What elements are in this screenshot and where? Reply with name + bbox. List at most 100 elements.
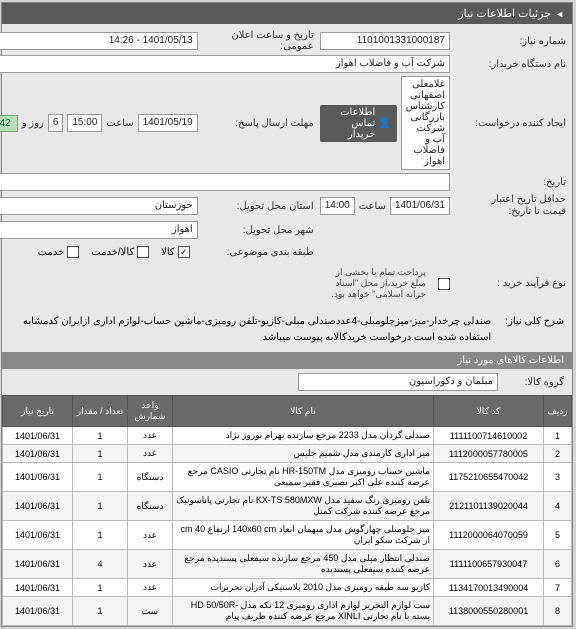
cell-qty: 1 [74,427,129,445]
table-row[interactable]: 51112000064070059میز جلومبلی چهارگوش مدل… [4,521,573,550]
contact-button[interactable]: 👤 اطلاعات تماس خریدار [321,105,398,142]
buyer-org-value: شرکت آب و فاضلاب اهواز [0,55,451,73]
cell-date: 1401/06/31 [4,521,74,550]
cell-date: 1401/06/31 [4,579,74,597]
purchase-type-row: پرداخت تمام یا بخشی از مبلغ خرید،از محل … [321,265,451,302]
cell-unit: دستگاه [129,463,174,492]
category-label: طبقه بندی موضوعی: [205,247,315,258]
details-panel: ◄ جزئیات اطلاعات نیاز شماره نیاز: 110100… [2,2,574,627]
checkbox-icon [68,246,80,258]
cell-qty: 1 [74,445,129,463]
need-number-value: 1101001331000187 [321,32,451,50]
cell-unit: عدد [129,579,174,597]
table-row[interactable]: 11111100714610002صندلی گردان مدل 2233 مر… [4,427,573,445]
table-row[interactable]: 21112000057780005میز اداری کارمندی مدل ش… [4,445,573,463]
purchase-type-label: نوع فرآیند خرید : [457,278,567,289]
panel-title: جزئیات اطلاعات نیاز [459,7,552,20]
cell-qty: 1 [74,521,129,550]
table-row[interactable]: 31175210655470042ماشین حساب رومیزی مدل H… [4,463,573,492]
validity-date: 1401/06/31 [391,197,451,215]
checkbox-service[interactable]: خدمت [39,246,81,258]
announce-label: تاریخ و ساعت اعلان عمومی: [205,30,315,52]
reply-deadline-label: مهلت ارسال پاسخ: [205,118,315,129]
table-row[interactable]: 42121101139020044تلفن رومیزی رنگ سفید مد… [4,492,573,521]
cell-code: 1112000064070059 [435,521,545,550]
cell-unit: عدد [129,521,174,550]
contact-button-label: اطلاعات تماس خریدار [327,107,377,140]
validity-label: حداقل تاریخ اعتبار قیمت تا تاریخ: [457,194,567,218]
cell-row: 4 [545,492,573,521]
table-row[interactable]: 81138000550280001ست لوازم التحریر لوازم … [4,597,573,626]
history-value [0,173,451,191]
th-unit: واحد شمارش [129,396,174,427]
cell-code: 2121101139020044 [435,492,545,521]
cell-name: میز اداری کارمندی مدل شمیم جلیس [174,445,435,463]
cell-code: 1111100657930047 [435,550,545,579]
cell-row: 7 [545,579,573,597]
checkbox-goods-service[interactable]: کالا/خدمت [92,246,150,258]
cell-row: 6 [545,550,573,579]
cell-date: 1401/06/31 [4,597,74,626]
cell-name: میز جلومبلی چهارگوش مدل میهمان ابعاد 140… [174,521,435,550]
cell-qty: 1 [74,492,129,521]
reply-hour: 15:00 [68,114,103,132]
announce-value: 1401/05/13 - 14:26 [0,32,199,50]
cell-name: کازیو سه طبقه رومیزی مدل 2010 پلاستیکی آ… [174,579,435,597]
cell-unit: دستگاه [129,492,174,521]
buyer-org-label: نام دستگاه خریدار: [457,59,567,70]
cell-row: 3 [545,463,573,492]
countdown-timer: 00:27:42 [0,115,19,132]
requester-value: غلامعلی اصفهانی کارشناس بازرگانی شرکت آب… [402,76,451,170]
cell-name: ست لوازم التحریر لوازم اداری رومیزی 12 ت… [174,597,435,626]
table-row[interactable]: 61111100657930047صندلی انتظار مبلی مدل 4… [4,550,573,579]
goods-group-row: گروه کالا: مبلمان و دکوراسیون [3,369,573,395]
cell-qty: 1 [74,579,129,597]
th-code: کد کالا [435,396,545,427]
cell-qty: 1 [74,463,129,492]
cell-row: 8 [545,597,573,626]
category-checkboxes: کالا کالا/خدمت خدمت [0,242,199,262]
goods-group-label: گروه کالا: [505,377,565,388]
table-header-row: ردیف کد کالا نام کالا واحد شمارش تعداد /… [4,396,573,427]
cell-qty: 4 [74,550,129,579]
requester-label: ایجاد کننده درخواست: [457,118,567,129]
days-label: روز و [23,118,45,129]
cell-unit: ست [129,597,174,626]
table-row[interactable]: 71134170013490004کازیو سه طبقه رومیزی مد… [4,579,573,597]
cell-code: 1112000057780005 [435,445,545,463]
cell-unit: عدد [129,445,174,463]
hour-label-2: ساعت [360,201,387,212]
cell-code: 1175210655470042 [435,463,545,492]
th-date: تاریخ نیاز [4,396,74,427]
goods-group-value: مبلمان و دکوراسیون [299,373,499,391]
need-desc-label: شرح کلی نیاز: [495,314,565,330]
need-number-label: شماره نیاز: [457,36,567,47]
cell-code: 1134170013490004 [435,579,545,597]
province-value: خوزستان [0,197,199,215]
need-desc-block: شرح کلی نیاز: صندلی چرخدار-میز-میزجلومبل… [3,308,573,352]
checkbox-icon [138,246,150,258]
cell-date: 1401/06/31 [4,427,74,445]
caret-icon: ◄ [556,9,565,19]
cell-date: 1401/06/31 [4,492,74,521]
validity-row: 1401/06/31 ساعت 14:00 [321,197,451,215]
cell-qty: 1 [74,597,129,626]
province-label: استان محل تحویل: [205,201,315,212]
checkbox-purchase[interactable] [439,278,451,290]
th-qty: تعداد / مقدار [74,396,129,427]
checkbox-goods[interactable]: کالا [162,246,191,258]
cell-name: صندلی گردان مدل 2233 مرجع سازنده بهرام ن… [174,427,435,445]
history-label: تاریخ: [457,177,567,188]
cell-code: 1138000550280001 [435,597,545,626]
cell-date: 1401/06/31 [4,550,74,579]
need-desc-text: صندلی چرخدار-میز-میزجلومبلی-4عددصندلی مب… [18,314,492,346]
validity-hour: 14:00 [321,197,356,215]
cell-date: 1401/06/31 [4,445,74,463]
cell-code: 1111100714610002 [435,427,545,445]
cell-row: 1 [545,427,573,445]
cell-unit: عدد [129,550,174,579]
requester-row: غلامعلی اصفهانی کارشناس بازرگانی شرکت آب… [321,76,451,170]
checkbox-icon [179,246,191,258]
hour-label-1: ساعت [107,118,134,129]
cell-row: 2 [545,445,573,463]
